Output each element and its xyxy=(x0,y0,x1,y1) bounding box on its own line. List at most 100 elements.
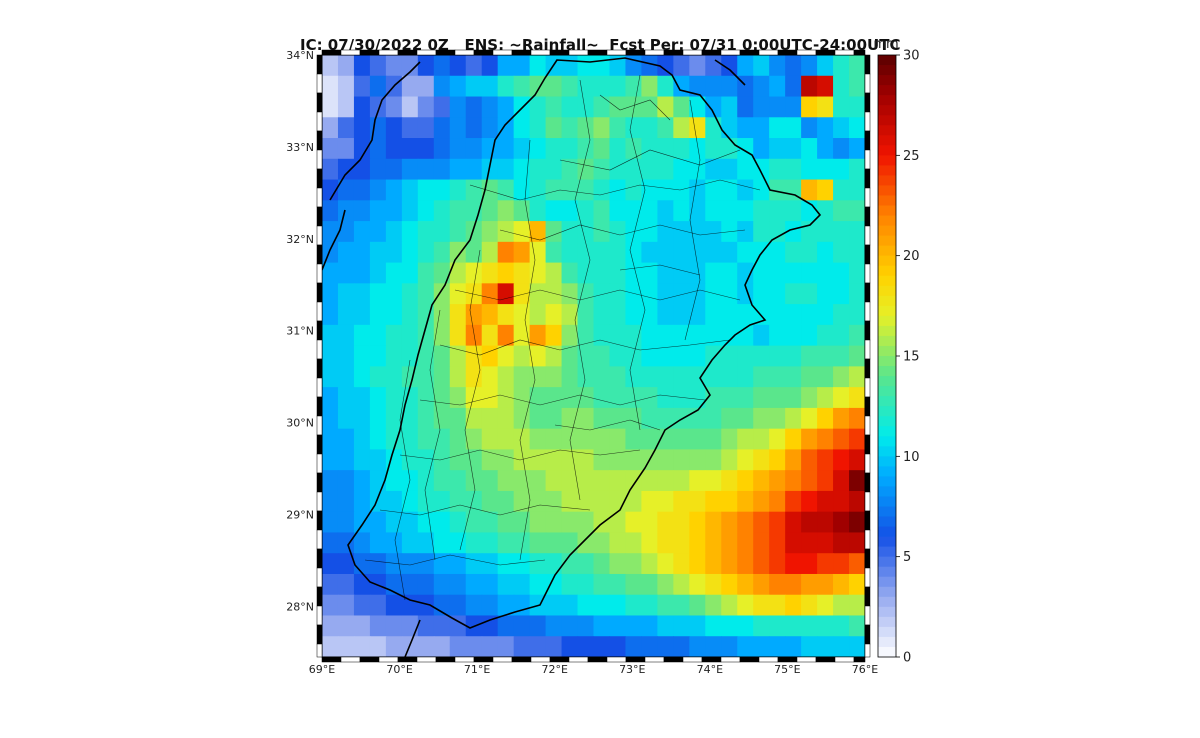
rain-cell xyxy=(849,200,865,222)
rain-cell xyxy=(593,594,611,617)
rain-cell xyxy=(385,449,403,471)
rain-cell xyxy=(353,324,371,347)
frame-segment xyxy=(316,643,323,658)
rain-cell xyxy=(769,221,786,243)
rain-cell xyxy=(497,387,515,409)
rain-cell xyxy=(481,158,499,181)
rain-cell xyxy=(753,615,770,637)
rain-cell xyxy=(737,615,754,637)
rain-cell xyxy=(513,449,531,471)
rain-cell xyxy=(689,158,706,181)
rain-cell xyxy=(401,324,419,347)
frame-segment xyxy=(316,415,323,436)
rain-cell xyxy=(417,117,435,139)
rain-cell xyxy=(801,553,818,575)
rain-cell xyxy=(497,407,515,430)
frame-segment xyxy=(864,225,871,246)
frame-segment xyxy=(316,263,323,284)
rain-cell xyxy=(417,158,435,181)
rain-cell xyxy=(433,553,451,575)
colorbar-unit-label: mm xyxy=(873,37,898,52)
rain-cell xyxy=(657,449,674,471)
rain-cell xyxy=(385,304,403,326)
rain-cell xyxy=(593,387,611,409)
rain-cell xyxy=(481,366,499,388)
rain-cell xyxy=(689,179,706,201)
frame-segment xyxy=(492,656,513,663)
rain-cell xyxy=(401,200,419,222)
colorbar-step xyxy=(878,366,896,377)
frame-segment xyxy=(720,656,741,663)
rain-cell xyxy=(737,241,754,264)
rain-cell xyxy=(497,532,515,554)
rain-cell xyxy=(322,179,339,201)
rain-cell xyxy=(513,490,531,513)
rain-cell xyxy=(513,366,531,388)
rain-cell xyxy=(322,96,339,118)
rain-cell xyxy=(529,573,547,596)
colorbar-step xyxy=(878,476,896,488)
frame-segment xyxy=(454,49,475,56)
lon-tick-label: 72°E xyxy=(541,663,567,676)
frame-segment xyxy=(864,282,871,303)
frame-segment xyxy=(473,49,494,56)
colorbar-step xyxy=(878,155,896,166)
rain-cell xyxy=(529,636,547,657)
rain-cell xyxy=(817,138,834,160)
frame-segment xyxy=(587,656,608,663)
lon-tick-label: 73°E xyxy=(619,663,645,676)
frame-segment xyxy=(316,149,323,170)
rain-cell xyxy=(497,366,515,388)
rain-cell xyxy=(529,366,547,388)
rain-cell xyxy=(385,511,403,534)
rain-cell xyxy=(737,158,754,181)
rain-cell xyxy=(417,407,435,430)
rain-cell xyxy=(529,55,547,77)
rain-cell xyxy=(433,407,451,430)
rain-cell xyxy=(593,345,611,367)
rain-cell xyxy=(322,470,339,492)
rain-cell xyxy=(337,241,355,264)
rain-cell xyxy=(721,532,738,554)
rain-cell xyxy=(577,490,595,513)
rain-cell xyxy=(641,345,658,367)
rain-cell xyxy=(369,407,387,430)
rain-cell xyxy=(433,138,451,160)
rain-cell xyxy=(417,345,435,367)
rain-cell xyxy=(641,490,658,513)
rain-cell xyxy=(833,407,850,430)
rain-cell xyxy=(753,449,770,471)
rain-cell xyxy=(401,283,419,305)
rain-cell xyxy=(625,200,643,222)
rain-cell xyxy=(785,490,802,513)
rain-cell xyxy=(673,221,690,243)
rain-cell xyxy=(593,532,611,554)
rain-cell xyxy=(625,241,643,264)
colorbar-ticks: 0 5 10 15 20 25 30 xyxy=(896,49,920,666)
rain-cell xyxy=(561,283,579,305)
rain-cell xyxy=(417,470,435,492)
frame-segment xyxy=(864,567,871,588)
rain-cell xyxy=(513,387,531,409)
rain-cell xyxy=(449,55,467,77)
rain-cell xyxy=(641,553,658,575)
rain-cell xyxy=(513,553,531,575)
rain-cell xyxy=(801,55,818,77)
lon-tick-label: 71°E xyxy=(464,663,490,676)
rain-cell xyxy=(353,387,371,409)
rain-cell xyxy=(801,490,818,513)
rain-cell xyxy=(689,96,706,118)
rain-cell xyxy=(433,241,451,264)
rain-cell xyxy=(385,283,403,305)
rain-cell xyxy=(449,511,467,534)
map-frame xyxy=(316,49,871,663)
rain-cell xyxy=(769,241,786,264)
rain-cell xyxy=(785,179,802,201)
rain-cell xyxy=(513,511,531,534)
rain-cell xyxy=(497,594,515,617)
rain-cell xyxy=(417,179,435,201)
rain-cell xyxy=(529,490,547,513)
frame-segment xyxy=(316,624,323,645)
rain-cell xyxy=(625,138,643,160)
rain-cell xyxy=(833,615,850,637)
